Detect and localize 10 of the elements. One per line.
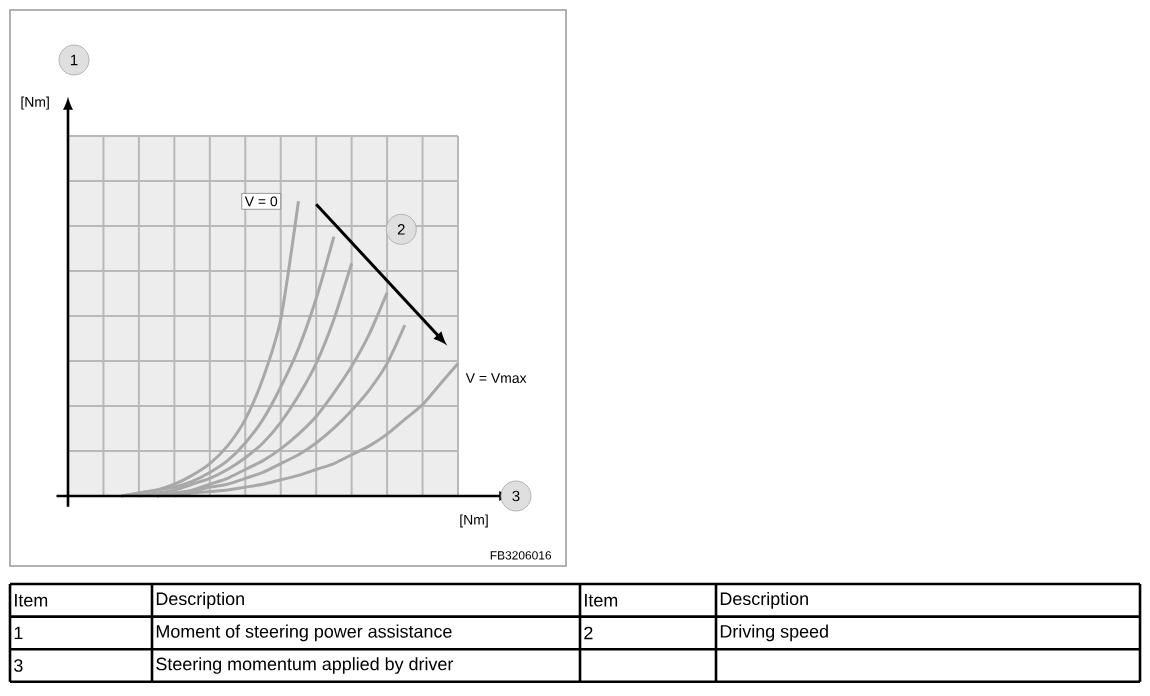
text: Description xyxy=(156,591,244,609)
text: 2 xyxy=(584,626,593,640)
text: Item xyxy=(585,594,618,607)
text: Moment of steering power assistance xyxy=(156,624,452,642)
text: Item xyxy=(15,594,48,607)
text: Description xyxy=(720,591,808,609)
text: 3 xyxy=(14,659,23,672)
text: Driving speed xyxy=(720,624,828,642)
text: 1 xyxy=(14,626,23,640)
text: Steering momentum applied by driver xyxy=(156,657,454,674)
